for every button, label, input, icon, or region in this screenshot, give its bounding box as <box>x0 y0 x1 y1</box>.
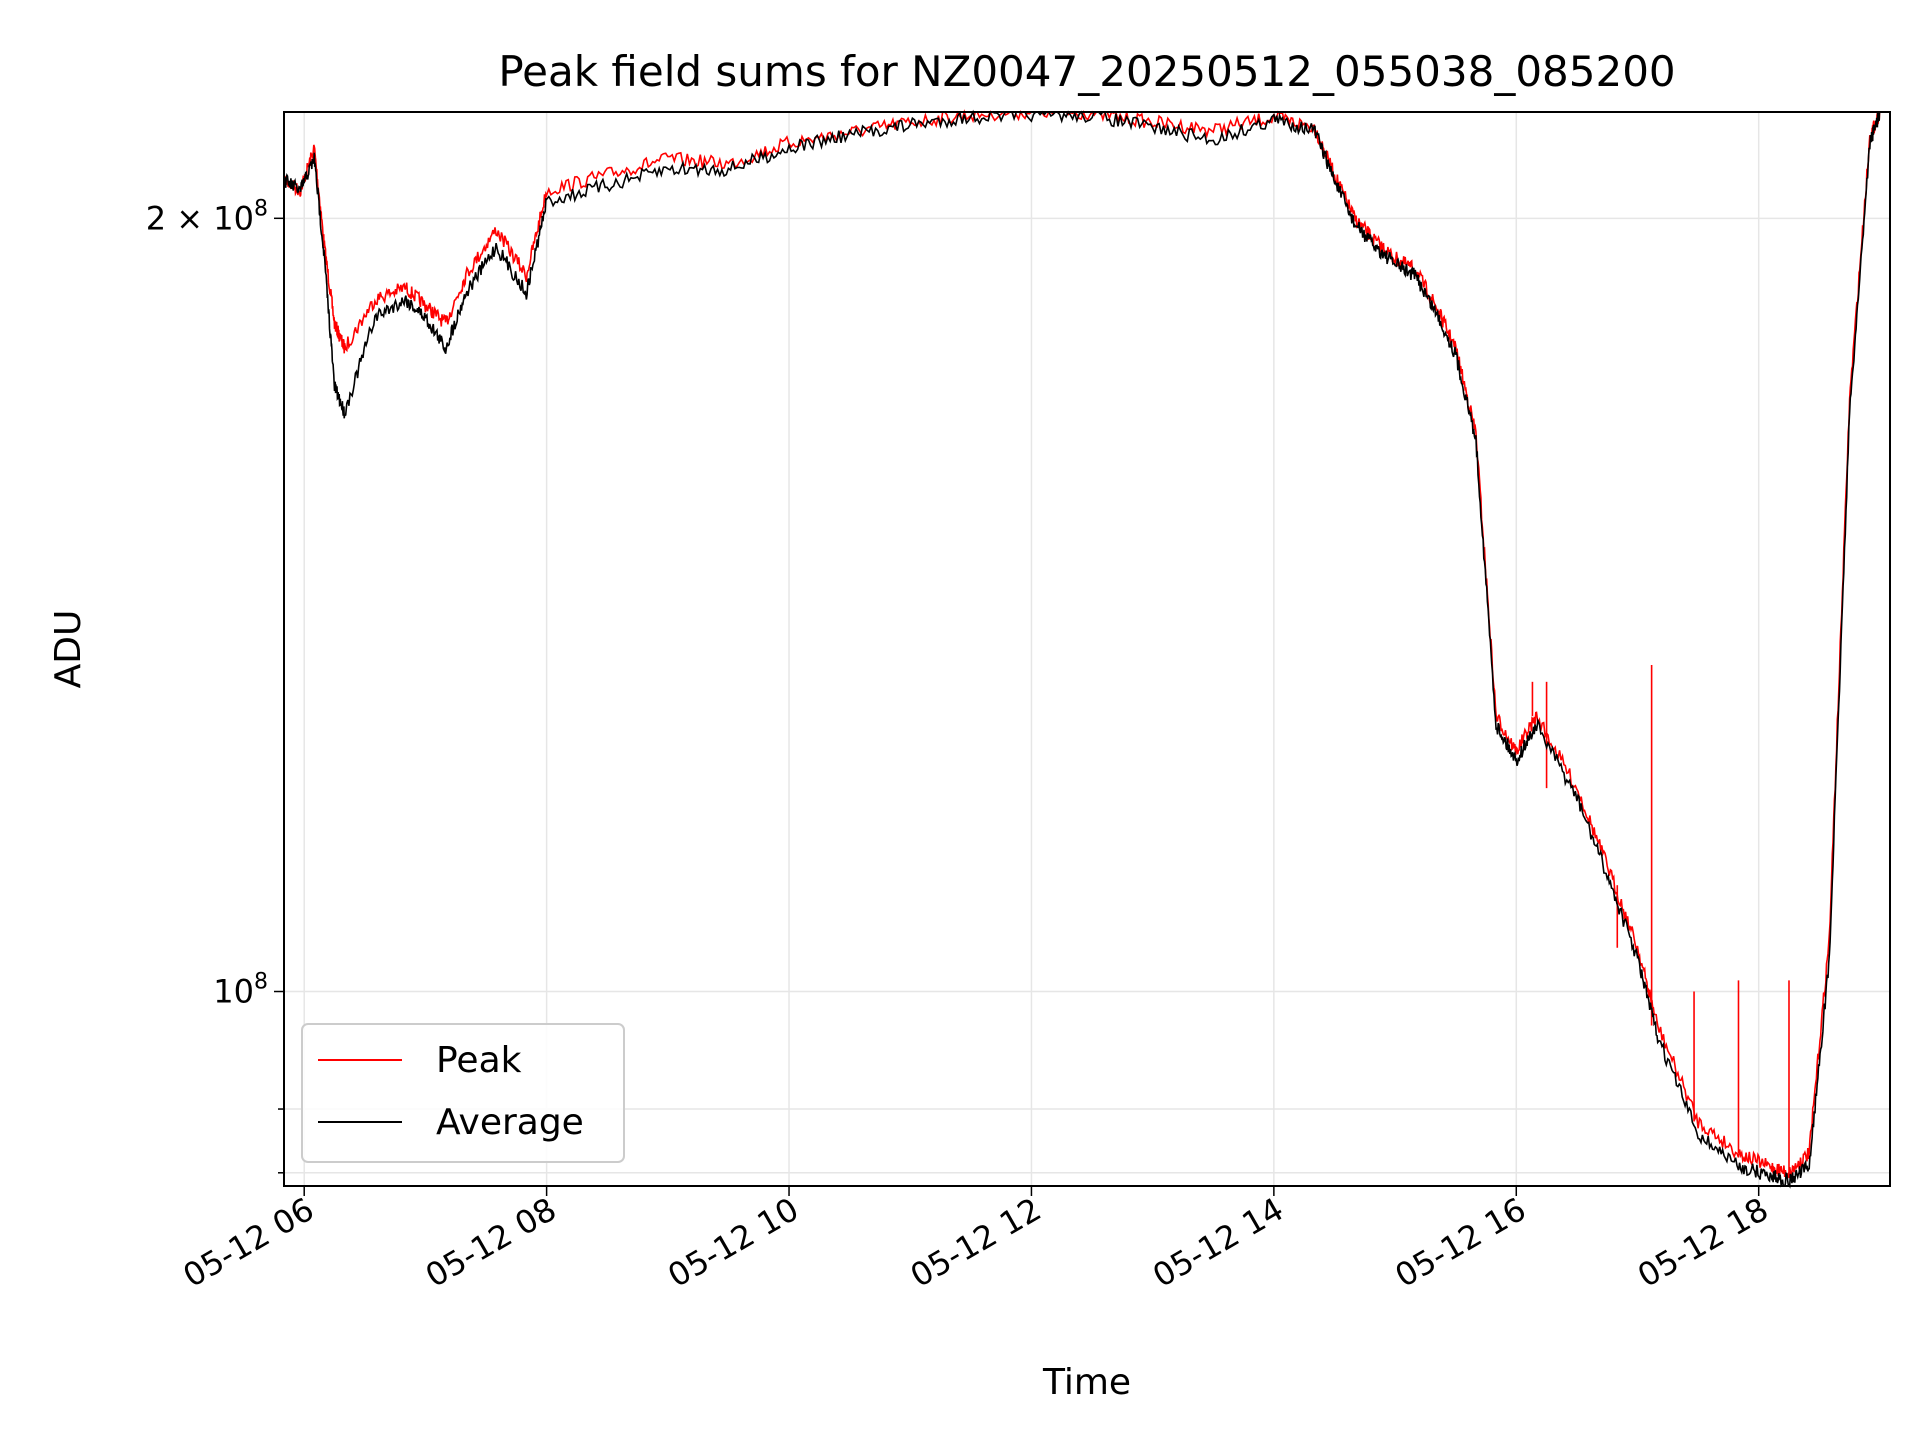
series-line-peak <box>283 109 1881 1179</box>
legend-label-peak: Peak <box>436 1040 522 1081</box>
series-lines <box>283 109 1881 1189</box>
y-tick-label: 2 × 108 <box>146 196 268 237</box>
chart-title: Peak field sums for NZ0047_20250512_0550… <box>498 47 1675 96</box>
x-axis-label: Time <box>1042 1362 1131 1403</box>
legend-label-average: Average <box>436 1102 584 1143</box>
x-tick-label: 05-12 06 <box>177 1190 321 1295</box>
x-tick-label: 05-12 12 <box>904 1190 1048 1295</box>
legend: Peak Average <box>301 1023 625 1163</box>
x-tick-label: 05-12 14 <box>1146 1190 1290 1295</box>
x-tick-label: 05-12 18 <box>1631 1190 1775 1295</box>
x-tick-label: 05-12 08 <box>419 1190 563 1295</box>
x-tick-label: 05-12 10 <box>661 1190 805 1295</box>
legend-box <box>301 1023 625 1163</box>
plot-frame <box>283 111 1891 1187</box>
y-axis-label: ADU <box>48 610 89 689</box>
y-tick-label: 108 <box>213 970 268 1011</box>
series-line-average <box>283 109 1881 1189</box>
x-tick-label: 05-12 16 <box>1389 1190 1533 1295</box>
